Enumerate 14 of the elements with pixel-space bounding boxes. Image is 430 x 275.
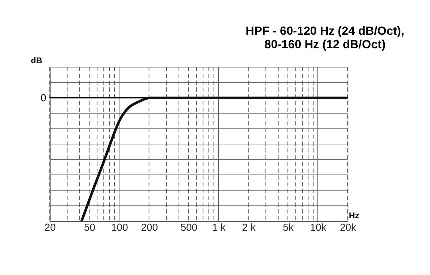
x-tick-label: 200	[141, 223, 158, 234]
x-tick-label: 500	[180, 223, 198, 234]
x-tick-label: 100	[111, 223, 129, 234]
x-tick-label: 5k	[283, 223, 295, 234]
x-tick-label: 20k	[340, 223, 358, 234]
x-tick-label: 1 k	[212, 223, 227, 234]
x-axis-title: Hz	[349, 210, 360, 220]
x-tick-label: 2 k	[242, 223, 257, 234]
x-tick-label: 20	[44, 223, 56, 234]
y-axis-title: dB	[31, 55, 42, 66]
x-tick-label: 10k	[310, 223, 328, 234]
ref-line-label: 0	[40, 93, 47, 104]
x-tick-label: 50	[84, 223, 96, 234]
chart-title: HPF - 60-120 Hz (24 dB/Oct), 80-160 Hz (12 dB/Oct)	[246, 24, 405, 52]
